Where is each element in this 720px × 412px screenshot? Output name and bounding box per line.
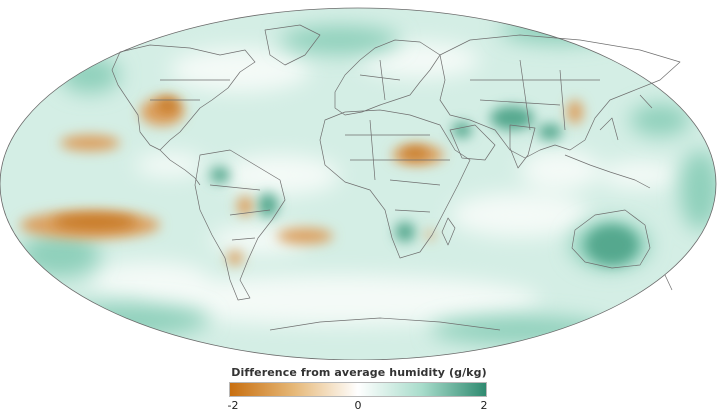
legend-max-label: 2 bbox=[480, 399, 488, 412]
legend-title: Difference from average humidity (g/kg) bbox=[231, 366, 487, 379]
anomaly-map bbox=[0, 7, 717, 361]
legend: Difference from average humidity (g/kg) … bbox=[224, 366, 494, 412]
legend-min-label: -2 bbox=[227, 399, 239, 412]
legend-mid-label: 0 bbox=[354, 399, 362, 412]
legend-color-bar bbox=[229, 382, 487, 397]
world-map-svg bbox=[0, 7, 717, 361]
country-borders bbox=[111, 24, 681, 331]
